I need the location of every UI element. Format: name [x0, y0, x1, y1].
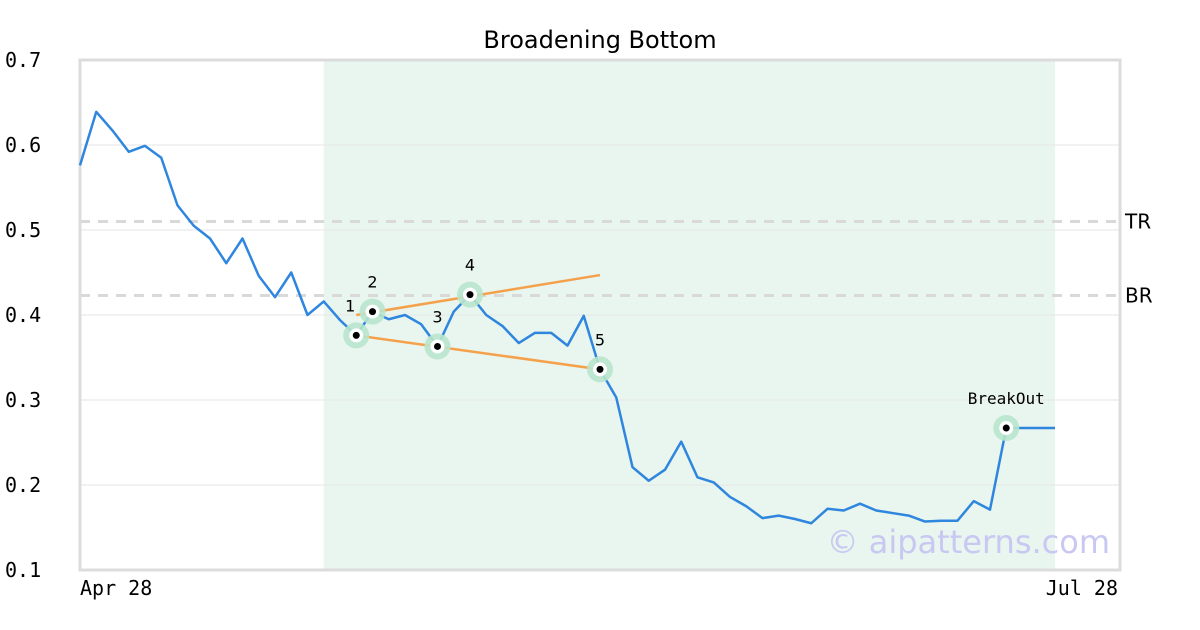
plot-frame	[78, 58, 1122, 572]
y-tick-label: 0.3	[5, 388, 41, 412]
trendline-lower	[356, 334, 601, 371]
y-tick-label: 0.4	[5, 303, 41, 327]
chart-title: Broadening Bottom	[483, 26, 716, 54]
y-tick-label: 0.5	[5, 218, 41, 242]
x-tick-label: Apr 28	[80, 576, 152, 600]
point-label-3: 3	[432, 307, 442, 326]
y-tick-label: 0.7	[5, 48, 41, 72]
point-label-breakout: BreakOut	[968, 389, 1045, 408]
x-tick-label: Jul 28	[1046, 576, 1118, 600]
point-marker-1	[352, 331, 360, 339]
point-marker-breakout	[1002, 424, 1010, 432]
y-tick-label: 0.2	[5, 473, 41, 497]
point-marker-4	[466, 291, 474, 299]
level-label-br: BR	[1125, 283, 1153, 307]
point-label-4: 4	[465, 256, 475, 275]
point-marker-2	[369, 308, 376, 316]
y-tick-label: 0.6	[5, 133, 41, 157]
price-line	[78, 110, 1055, 525]
point-label-1: 1	[345, 296, 355, 315]
watermark: © aipatterns.com	[827, 523, 1110, 561]
level-label-tr: TR	[1124, 210, 1151, 234]
point-label-5: 5	[595, 330, 605, 349]
point-label-2: 2	[367, 273, 377, 292]
point-marker-3	[434, 342, 441, 350]
point-marker-5	[596, 365, 604, 373]
y-tick-label: 0.1	[5, 558, 41, 582]
